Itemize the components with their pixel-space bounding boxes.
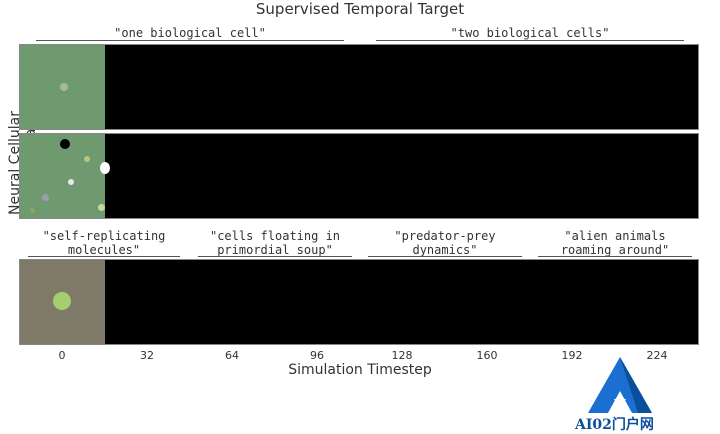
cell-dot <box>98 204 105 211</box>
caption-one-biological-cell: "one biological cell" <box>114 26 266 40</box>
cell-dot <box>42 194 49 201</box>
caption-rule <box>36 40 344 41</box>
cell-dot <box>53 292 71 310</box>
nca-strip-2 <box>19 133 699 219</box>
frame-t0-tan <box>20 260 105 344</box>
cell-dot <box>68 179 74 185</box>
caption-self-replicating-molecules: "self-replicating molecules" <box>42 229 166 257</box>
x-tick: 192 <box>561 349 583 362</box>
nca-strip-1 <box>19 44 699 130</box>
x-tick: 128 <box>391 349 413 362</box>
caption-rule <box>28 256 180 257</box>
x-tick: 96 <box>310 349 324 362</box>
cell-dot <box>84 156 90 162</box>
caption-alien-animals: "alien animals roaming around" <box>560 229 670 257</box>
caption-rule <box>368 256 522 257</box>
caption-rule <box>538 256 692 257</box>
x-axis-label: Simulation Timestep <box>288 362 432 378</box>
watermark-text: AI02门户网 <box>575 417 654 433</box>
x-tick: 224 <box>646 349 668 362</box>
cell-dot <box>30 208 35 213</box>
frame-t0-green <box>20 134 110 218</box>
x-tick: 160 <box>476 349 498 362</box>
x-tick: 64 <box>225 349 239 362</box>
caption-cells-floating: "cells floating in primordial soup" <box>209 229 341 257</box>
nca-strip-3 <box>19 259 699 345</box>
caption-rule <box>376 40 684 41</box>
caption-rule <box>198 256 352 257</box>
cell-dot <box>60 139 70 149</box>
x-tick: 32 <box>140 349 154 362</box>
cell-dot <box>60 83 68 91</box>
figure-title: Supervised Temporal Target <box>255 0 465 18</box>
frame-t0-green <box>20 45 105 129</box>
watermark-logo-icon <box>588 357 652 413</box>
cell-dot <box>100 162 110 174</box>
caption-predator-prey: "predator-prey dynamics" <box>394 229 496 257</box>
caption-two-biological-cells: "two biological cells" <box>450 26 610 40</box>
x-tick: 0 <box>58 349 66 362</box>
